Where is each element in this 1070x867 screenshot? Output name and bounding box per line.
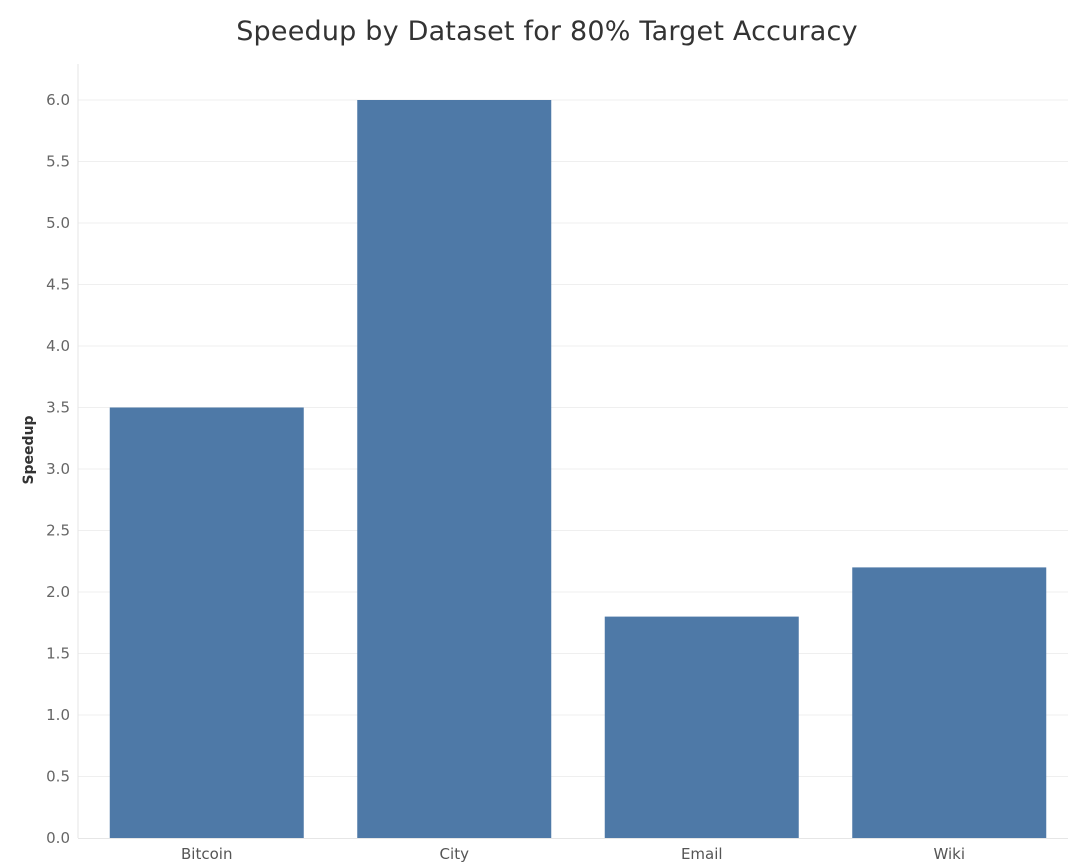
y-tick-label: 3.0	[46, 460, 70, 478]
y-axis-title: Speedup	[21, 415, 37, 484]
y-tick-label: 0.0	[46, 829, 70, 847]
y-tick-label: 2.5	[46, 522, 70, 540]
x-category-label: City	[440, 845, 470, 863]
y-tick-label: 0.5	[46, 768, 70, 786]
y-tick-label: 5.0	[46, 214, 70, 232]
y-tick-label: 1.0	[46, 706, 70, 724]
y-tick-label: 1.5	[46, 645, 70, 663]
y-tick-label: 4.5	[46, 276, 70, 294]
y-tick-label: 2.0	[46, 583, 70, 601]
y-tick-label: 6.0	[46, 91, 70, 109]
x-category-label: Email	[681, 845, 723, 863]
y-tick-label: 5.5	[46, 153, 70, 171]
x-category-label: Wiki	[933, 845, 965, 863]
y-tick-label: 3.5	[46, 399, 70, 417]
axes	[77, 64, 1068, 839]
chart-title: Speedup by Dataset for 80% Target Accura…	[236, 16, 858, 47]
bar-email	[604, 616, 799, 838]
bar-city	[357, 100, 552, 838]
bars	[109, 100, 1047, 838]
bar-wiki	[852, 567, 1047, 838]
y-tick-label: 4.0	[46, 337, 70, 355]
labels: 0.0 0.5 1.0 1.5 2.0 2.5 3.0 3.5 4.0 4.5 5.0 5.5 6.0 B…	[21, 91, 965, 863]
x-category-label: Bitcoin	[181, 845, 232, 863]
bar-bitcoin	[109, 407, 304, 838]
